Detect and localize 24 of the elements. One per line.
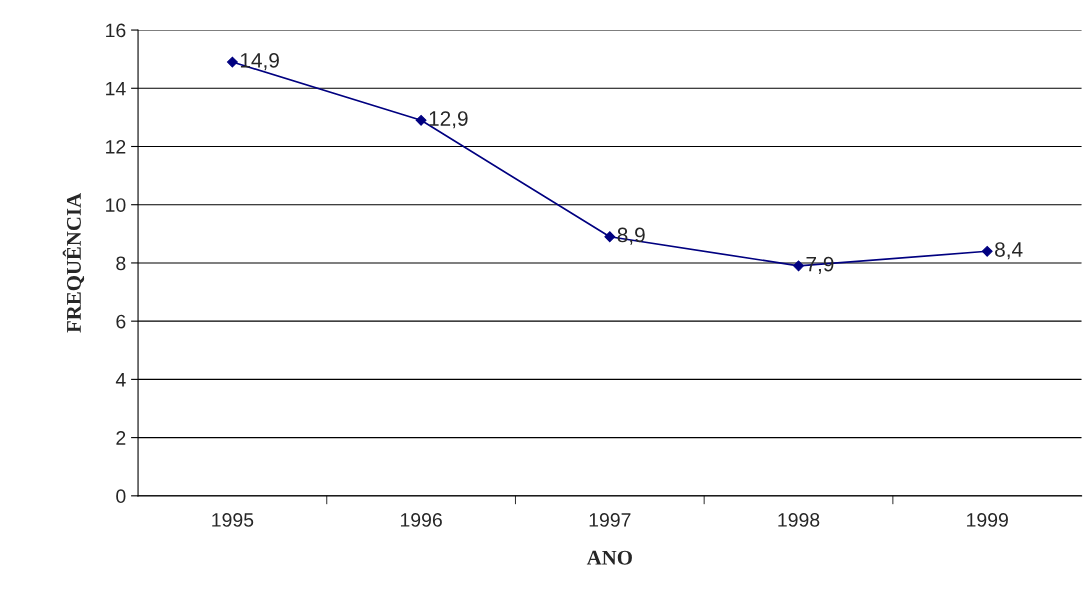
y-axis-title: FREQUÊNCIA bbox=[62, 193, 85, 333]
x-tick-label: 1997 bbox=[589, 513, 631, 527]
y-tick-label: 10 bbox=[106, 198, 126, 212]
point bbox=[226, 56, 238, 68]
x-tick-label: 1999 bbox=[967, 513, 1008, 527]
point bbox=[604, 231, 616, 243]
y-tick-label: 14 bbox=[106, 81, 126, 96]
y-tick-label: 2 bbox=[116, 431, 126, 445]
y-tick-label: 8 bbox=[116, 256, 126, 271]
data-label: 14,9 bbox=[240, 52, 279, 71]
y-tick-label: 0 bbox=[116, 489, 126, 504]
point bbox=[793, 260, 804, 272]
point bbox=[981, 245, 993, 257]
point bbox=[415, 114, 427, 126]
data-label: 8,4 bbox=[995, 242, 1023, 260]
y-tick-label: 6 bbox=[116, 314, 126, 329]
data-label: 12,9 bbox=[429, 111, 468, 129]
x-tick-label: 1995 bbox=[212, 513, 254, 527]
x-axis-title: ANO bbox=[586, 550, 632, 565]
y-tick-label: 16 bbox=[106, 23, 126, 38]
x-tick-label: 1996 bbox=[400, 513, 442, 527]
y-tick-label: 12 bbox=[106, 139, 126, 154]
y-tick-label: 4 bbox=[115, 373, 126, 387]
x-tick-label: 1998 bbox=[778, 513, 820, 527]
